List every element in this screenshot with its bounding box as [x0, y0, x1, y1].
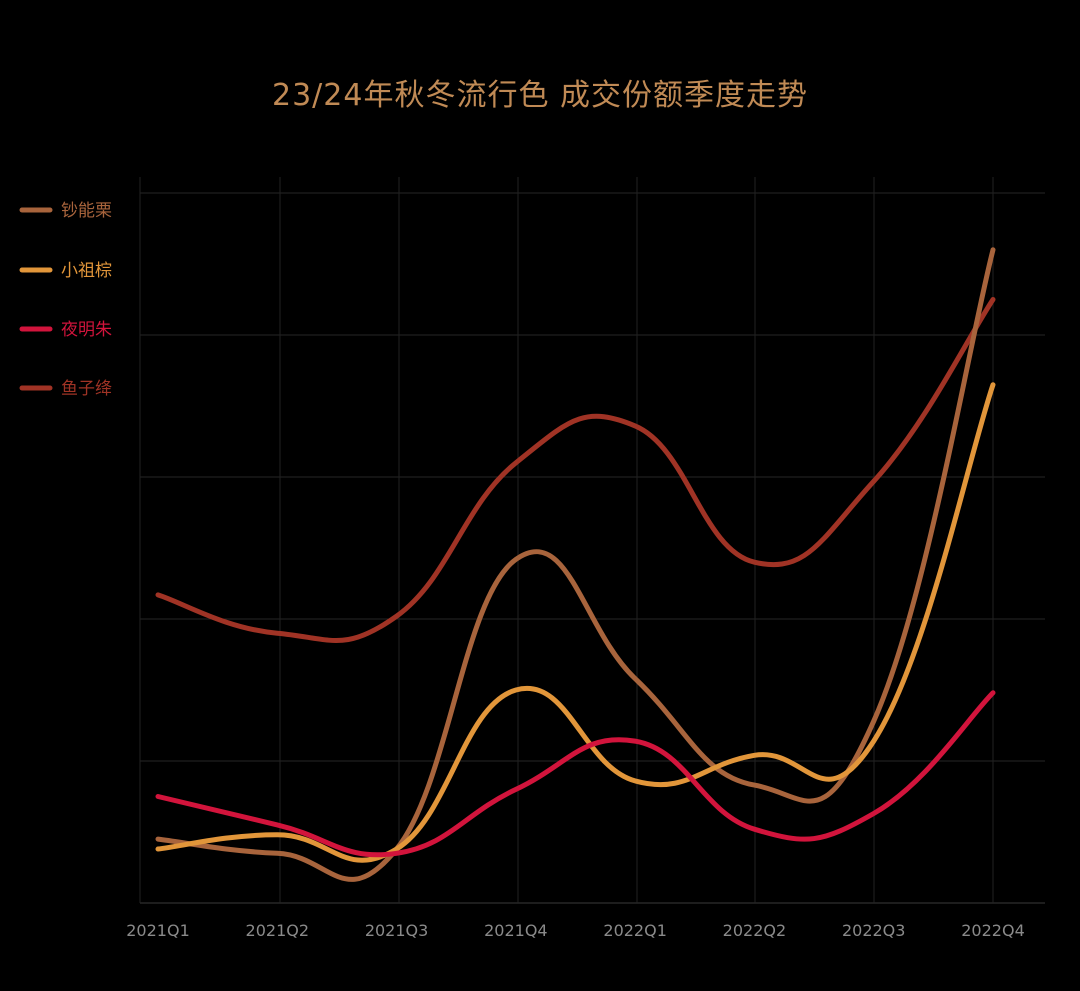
x-tick-label: 2021Q3: [365, 921, 429, 940]
grid: [139, 177, 1045, 904]
series-line-2: [155, 382, 996, 863]
x-tick-label: 2021Q2: [246, 921, 310, 940]
x-tick-label: 2021Q4: [484, 921, 548, 940]
x-tick-label: 2022Q1: [603, 921, 667, 940]
series-lines: [155, 247, 996, 882]
series-line-4: [155, 297, 996, 643]
legend-label: 夜明朱: [61, 320, 112, 340]
legend-label: 钞能栗: [61, 201, 112, 221]
legend-label: 鱼子绛: [61, 379, 112, 399]
legend-label: 小祖棕: [61, 261, 112, 281]
x-tick-label: 2022Q3: [842, 921, 906, 940]
x-tick-label: 2022Q2: [723, 921, 787, 940]
x-tick-label: 2022Q4: [961, 921, 1025, 940]
series-line-3: [155, 690, 996, 858]
x-axis: 2021Q1 2021Q2 2021Q3 2021Q4 2022Q1 2022Q2 2022…: [126, 921, 1025, 940]
chart-title: 23/24年秋冬流行色 成交份额季度走势: [272, 78, 808, 113]
series-line-1: [155, 247, 996, 882]
x-tick-label: 2021Q1: [126, 921, 190, 940]
